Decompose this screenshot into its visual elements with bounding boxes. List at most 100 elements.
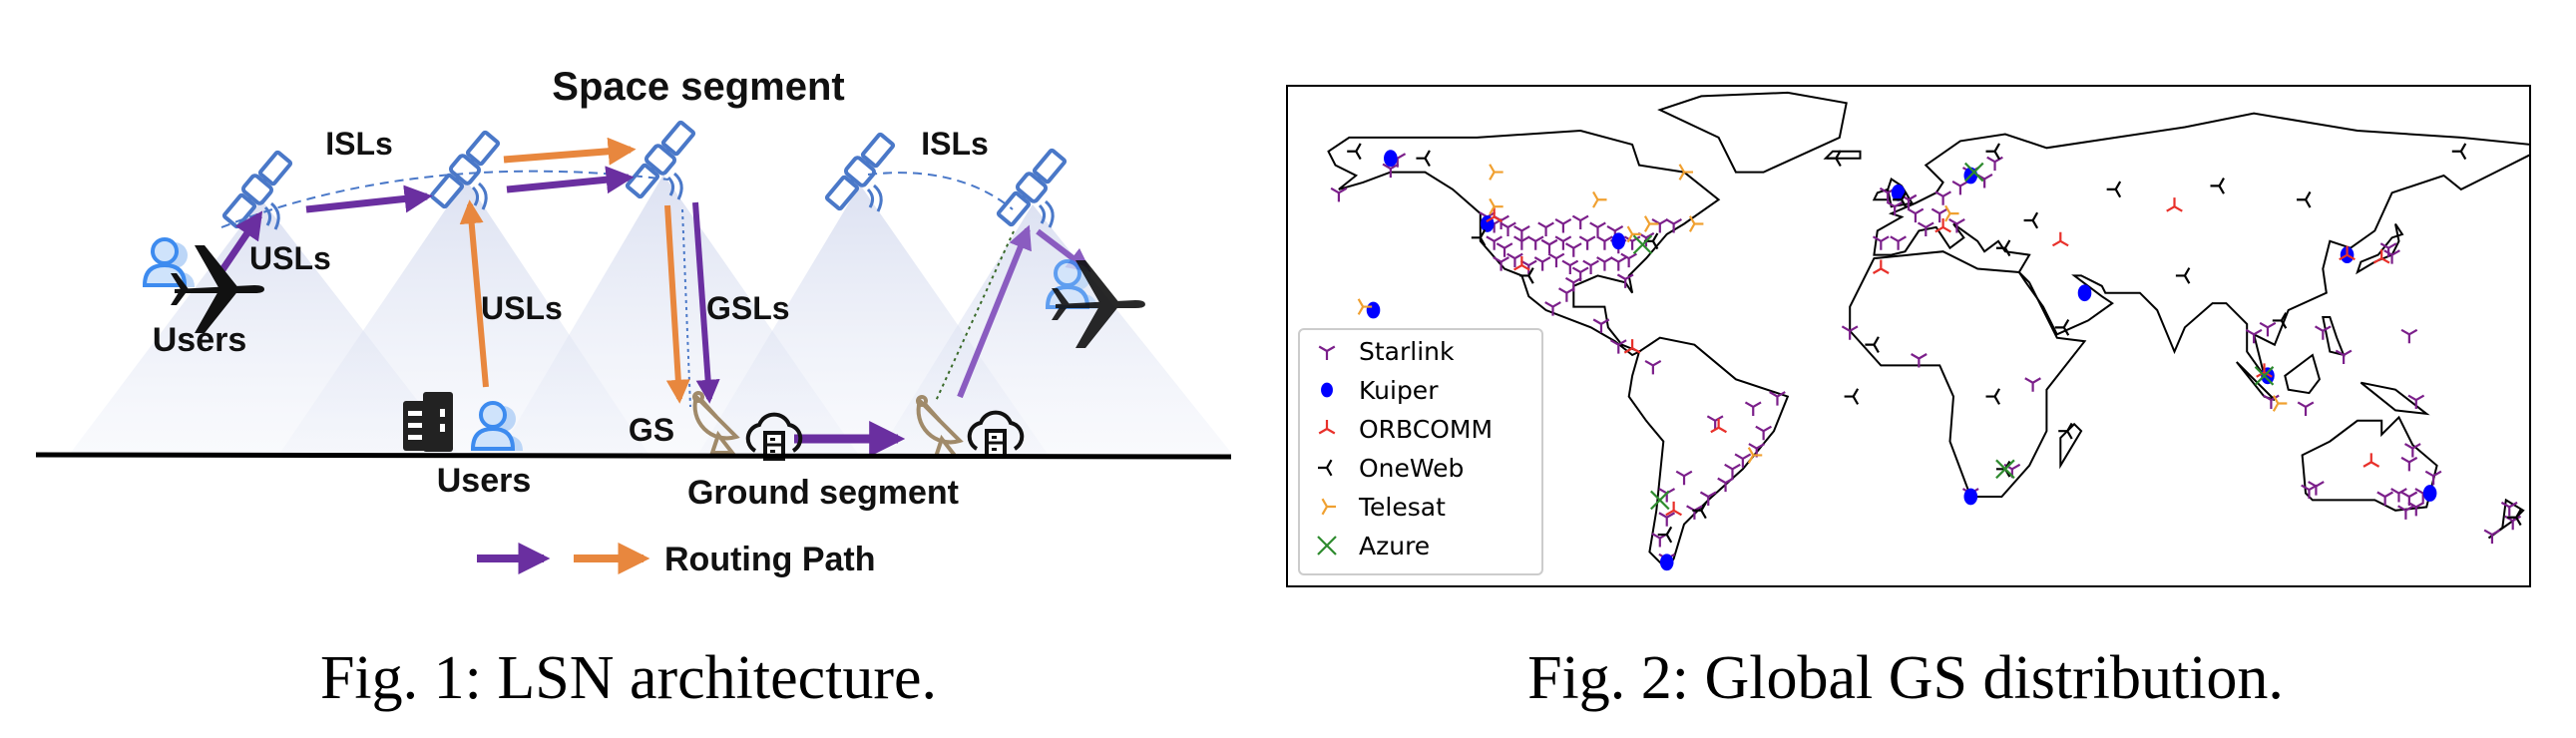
legend-marker-telesat <box>1321 498 1336 516</box>
oneweb-station-marker <box>1865 336 1880 354</box>
telesat-station-marker <box>1489 197 1503 215</box>
starlink-station-marker <box>1571 214 1589 230</box>
oneweb-station-marker <box>1347 143 1362 161</box>
telesat-station-marker <box>1626 225 1642 243</box>
starlink-station-marker <box>1872 235 1890 250</box>
isl-link-left <box>220 170 669 228</box>
oneweb-station-marker <box>2507 509 2522 527</box>
orbcomm-station-marker <box>1710 418 1727 434</box>
starlink-station-marker <box>2024 377 2041 392</box>
azure-station-marker <box>1650 490 1670 511</box>
coastline <box>2301 415 2438 512</box>
starlink-station-marker <box>1592 318 1610 333</box>
coastline <box>1849 250 2087 498</box>
telesat-station-marker <box>1489 164 1503 181</box>
orbcomm-station-marker <box>1486 207 1503 223</box>
oneweb-station-marker <box>2058 422 2073 440</box>
oneweb-station-marker <box>1893 190 1908 208</box>
starlink-station-marker <box>1890 235 1907 250</box>
space-segment-label: Space segment <box>552 65 844 109</box>
starlink-station-marker <box>2400 456 2418 472</box>
legend-label: Starlink <box>1359 337 1455 366</box>
orbcomm-station-marker <box>2339 245 2356 261</box>
isls-label: ISLs <box>325 126 393 162</box>
coastline <box>2487 498 2525 540</box>
oneweb-station-marker <box>2023 211 2039 229</box>
kuiper-station-marker <box>1963 488 1978 506</box>
oneweb-station-marker <box>2054 318 2070 336</box>
starlink-station-marker <box>1931 207 1948 223</box>
telesat-station-marker <box>1944 204 1959 222</box>
coverage-cones <box>70 175 1232 454</box>
user-group-icon <box>143 237 197 289</box>
legend-marker-starlink <box>1318 345 1336 360</box>
ground-line <box>35 452 1232 460</box>
orbcomm-station-marker <box>2372 249 2390 264</box>
starlink-station-marker <box>1554 218 1572 233</box>
starlink-station-marker <box>2403 443 2421 458</box>
telesat-station-marker <box>1688 215 1704 232</box>
usls-label: USLs <box>249 240 331 276</box>
coastline <box>1627 336 1790 571</box>
starlink-station-marker <box>1547 252 1565 268</box>
coastline <box>1657 91 1848 174</box>
starlink-station-marker <box>1948 218 1965 233</box>
starlink-station-marker <box>1540 238 1558 254</box>
starlink-station-marker <box>1589 221 1606 236</box>
usls-label: USLs <box>481 290 563 326</box>
ground-station-markers <box>1330 143 2522 571</box>
azure-station-marker <box>1963 162 1984 183</box>
oneweb-station-marker <box>1985 388 2000 405</box>
legend-marker-oneweb <box>1318 459 1333 477</box>
starlink-station-marker <box>1533 256 1551 271</box>
starlink-station-marker <box>1496 242 1513 257</box>
starlink-station-marker <box>1513 224 1530 240</box>
starlink-station-marker <box>1582 259 1599 275</box>
legend-box <box>1298 328 1543 575</box>
oneweb-station-marker <box>2175 267 2191 284</box>
gsl-dotted-link-right <box>935 230 1015 402</box>
starlink-station-marker <box>1506 252 1523 268</box>
starlink-station-marker <box>1699 491 1717 506</box>
starlink-station-marker <box>1907 207 1925 223</box>
gsl-dotted-link <box>681 208 691 408</box>
starlink-station-marker <box>2397 505 2414 520</box>
starlink-station-marker <box>1755 425 1772 441</box>
orbcomm-station-marker <box>1665 501 1682 517</box>
starlink-station-marker <box>2407 501 2425 517</box>
starlink-station-marker <box>2335 349 2353 365</box>
oneweb-station-marker <box>2451 143 2467 161</box>
coastline <box>1327 129 1721 357</box>
routing-path-legend: Routing Path <box>477 541 876 578</box>
coastline <box>1873 112 2531 377</box>
starlink-station-marker <box>1609 256 1627 271</box>
azure-station-marker <box>1995 459 2015 480</box>
starlink-station-marker <box>1500 221 1516 236</box>
starlink-station-marker <box>1526 235 1544 250</box>
orbcomm-station-marker <box>2166 197 2183 212</box>
gs-label: GS <box>629 412 674 448</box>
oneweb-station-marker <box>1519 267 1534 284</box>
legend-label: Kuiper <box>1359 376 1439 405</box>
orbcomm-station-marker <box>1934 217 1951 233</box>
azure-station-marker <box>1632 234 1653 255</box>
oneweb-station-marker <box>1657 526 1673 544</box>
legend-label: Azure <box>1359 532 1430 560</box>
legend-marker-orbcomm <box>1318 420 1336 435</box>
starlink-station-marker <box>1596 235 1613 250</box>
isl-link-right <box>867 172 1014 210</box>
starlink-station-marker <box>2314 325 2332 340</box>
starlink-station-marker <box>1330 186 1348 202</box>
starlink-station-marker <box>1537 221 1554 236</box>
starlink-station-marker <box>1665 218 1682 233</box>
oneweb-station-marker <box>2106 181 2122 198</box>
orbcomm-station-marker <box>1623 339 1641 354</box>
starlink-station-marker <box>1609 339 1627 354</box>
starlink-station-marker <box>1675 470 1693 486</box>
starlink-station-marker <box>1769 391 1786 406</box>
starlink-station-marker <box>1544 301 1561 316</box>
starlink-station-marker <box>2483 529 2501 545</box>
building-icon <box>403 392 453 452</box>
kuiper-station-marker <box>1384 150 1398 168</box>
orbcomm-station-marker <box>1872 259 1890 274</box>
